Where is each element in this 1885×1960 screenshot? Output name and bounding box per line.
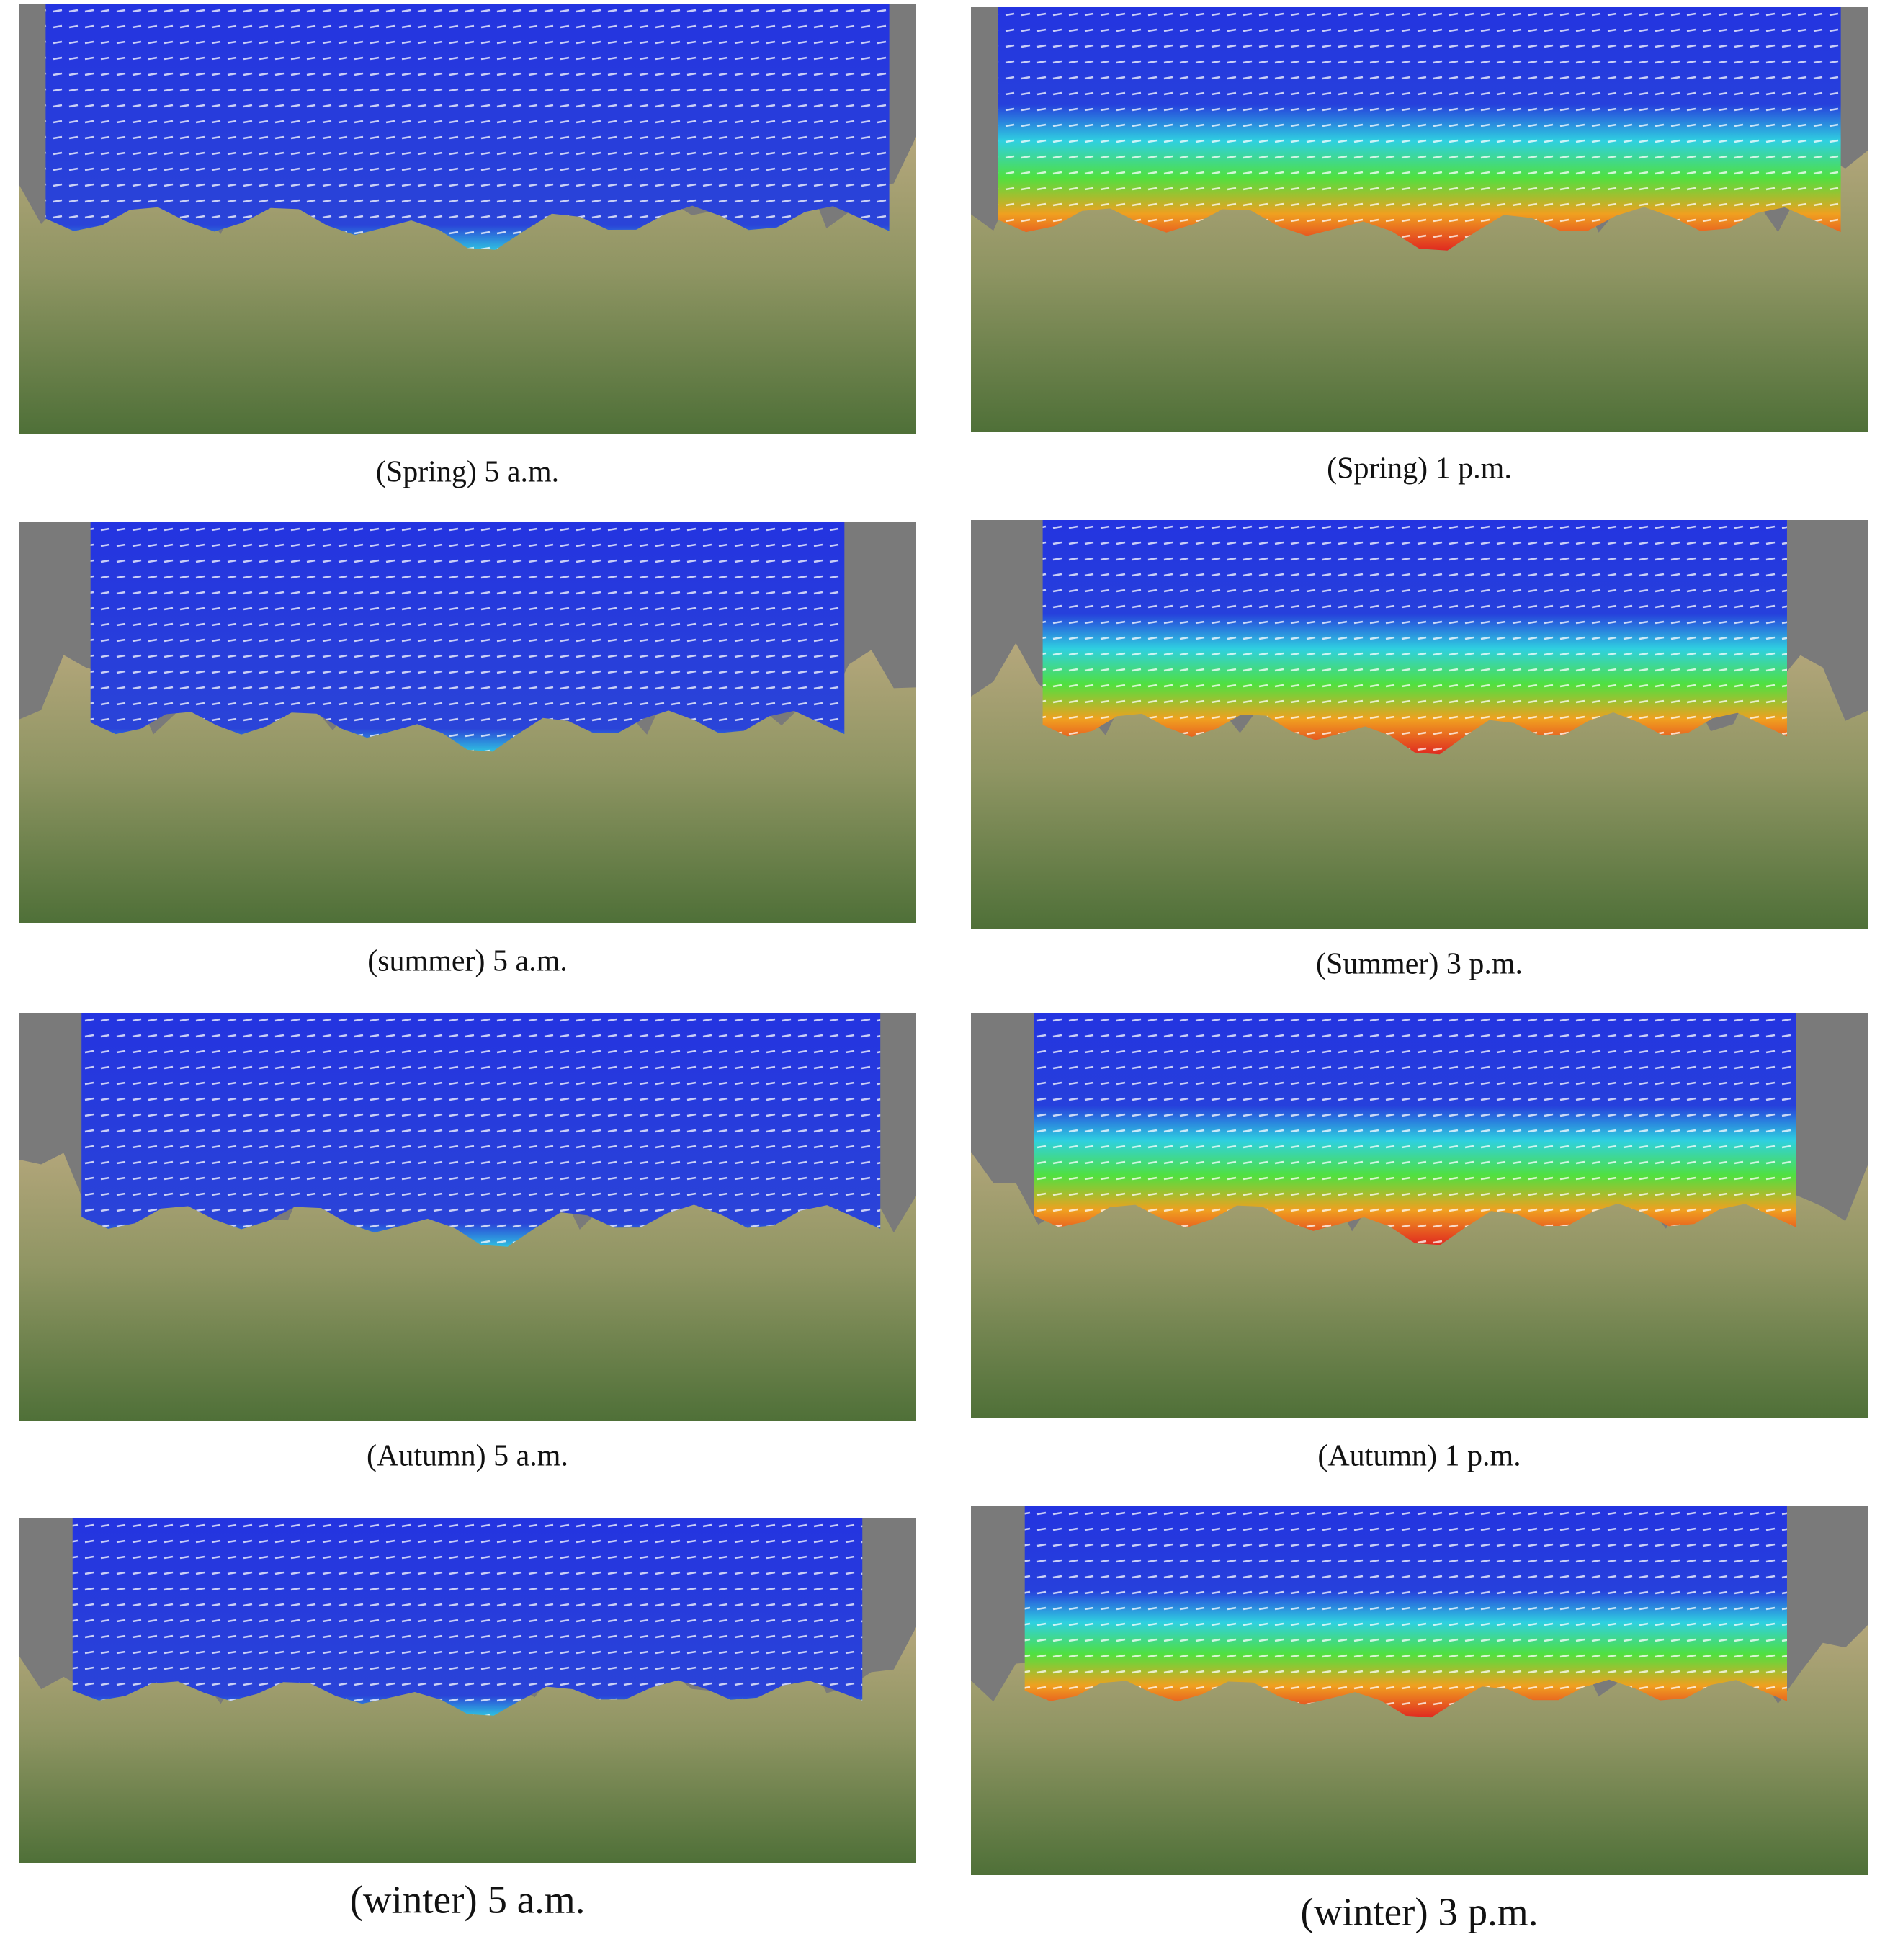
panel [19, 4, 916, 434]
panel [971, 1013, 1868, 1418]
wind-vectors [90, 522, 845, 752]
wind-vectors [72, 1518, 863, 1716]
wind-vectors [1042, 520, 1787, 755]
panel [19, 522, 916, 923]
panel-caption: (Autumn) 5 a.m. [367, 1440, 568, 1473]
panel-caption: (Spring) 5 a.m. [376, 456, 559, 489]
wind-vectors [45, 4, 890, 250]
wind-vectors [998, 7, 1841, 251]
panel [971, 7, 1868, 432]
panel-caption: (winter) 5 a.m. [350, 1878, 586, 1922]
panel [19, 1013, 916, 1421]
panel-caption: (Spring) 1 p.m. [1327, 452, 1512, 485]
panel-caption: (winter) 3 p.m. [1301, 1890, 1539, 1934]
panel-caption: (summer) 5 a.m. [367, 945, 568, 978]
panel [971, 520, 1868, 929]
panel-caption: (Summer) 3 p.m. [1316, 948, 1523, 981]
panel [19, 1518, 916, 1863]
panel-caption: (Autumn) 1 p.m. [1317, 1440, 1521, 1473]
wind-vectors [1034, 1013, 1796, 1245]
wind-vectors [81, 1013, 881, 1247]
wind-vectors [1024, 1506, 1787, 1718]
panel [971, 1506, 1868, 1875]
